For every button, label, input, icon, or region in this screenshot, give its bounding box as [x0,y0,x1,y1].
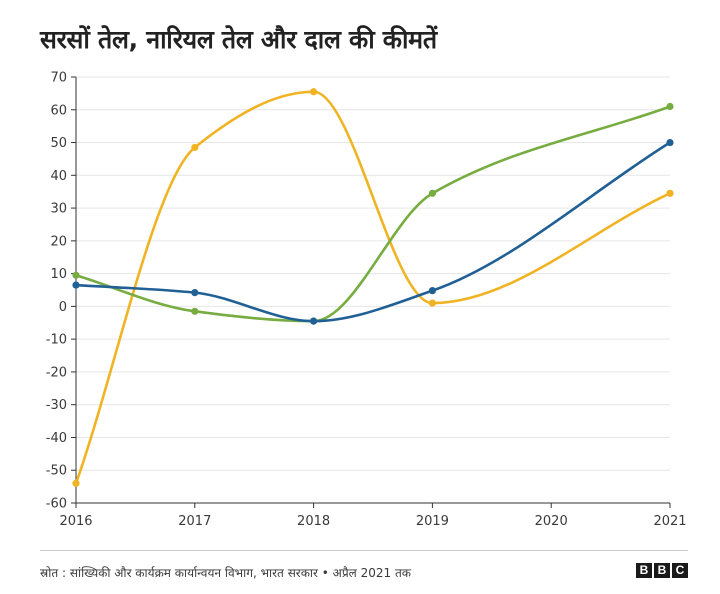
x-tick-label: 2016 [59,514,92,529]
source-note: स्रोत : सांख्यिकी और कार्यक्रम कार्यान्व… [40,566,412,580]
data-point [666,102,674,111]
data-point [666,138,674,147]
y-tick-label: 40 [50,169,67,184]
series-line [74,141,672,323]
y-tick-label: 10 [50,267,67,282]
axes [71,76,671,508]
data-point [191,307,199,315]
y-tick-label: 70 [50,71,67,86]
x-tick-label: 2019 [416,514,449,529]
x-tick-label: 2017 [178,514,211,529]
data-point [310,317,318,325]
y-tick-label: -20 [46,365,67,380]
y-tick-label: -30 [46,398,67,413]
y-tick-label: 50 [50,136,67,151]
y-tick-label: 20 [50,234,67,249]
y-tick-label: 60 [50,103,67,118]
logo-letter: B [636,563,652,578]
y-tick-label: -50 [46,464,67,479]
data-point [428,189,436,197]
data-point [72,271,80,279]
y-tick-label: -10 [46,333,67,348]
x-tick-label: 2018 [297,514,330,529]
data-point [72,479,80,487]
data-point [191,143,199,152]
y-tick-label: 0 [59,300,67,315]
data-point [428,287,436,295]
x-tick-label: 2020 [535,514,568,529]
series-lines [74,90,672,485]
series-line [74,105,672,323]
y-tick-label: 30 [50,202,67,217]
series-line [74,90,672,485]
x-tick-label: 2021 [653,514,686,529]
logo-letter: C [672,563,688,578]
y-tick-label: -40 [46,431,67,446]
data-point [191,289,199,297]
logo-letter: B [654,563,670,578]
chart-title: सरसों तेल, नारियल तेल और दाल की कीमतें [40,25,437,54]
data-point [310,88,318,96]
footer-divider [40,550,688,551]
series-points [72,88,674,487]
y-tick-label: -60 [46,497,67,512]
data-point [666,189,674,197]
data-point [72,281,80,289]
bbc-logo: B B C [636,563,688,578]
data-point [428,299,436,307]
x-tick-labels: 2016 2017 2018 2019 2020 2021 [59,514,686,529]
y-tick-labels: 70 60 50 40 30 20 10 0 -10 -20 -30 -40 -50 -60 [46,71,67,512]
